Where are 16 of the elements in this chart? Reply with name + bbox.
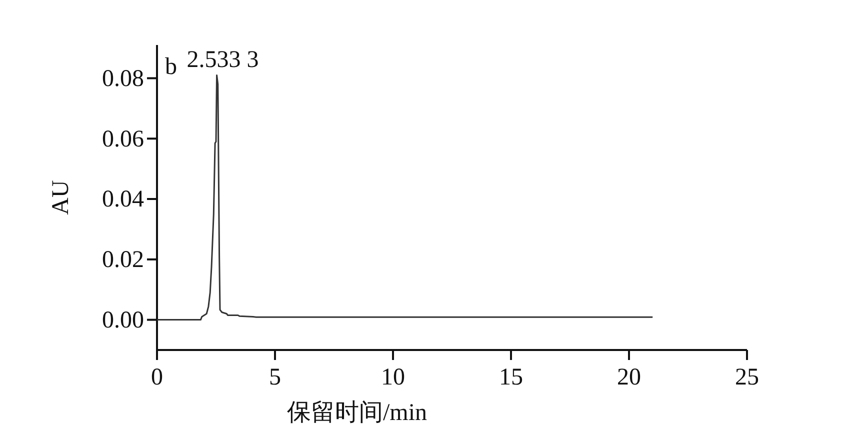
y-tick-label: 0.02 [102,247,144,274]
x-axis-title: 保留时间/min [286,400,428,426]
y-tick-label: 0.04 [102,186,144,213]
y-tick-label: 0.06 [102,126,144,152]
y-tick-label: 0.00 [102,307,144,334]
line-series [156,74,654,321]
y-axis-title: AU [48,180,74,215]
x-tick-label: 15 [499,364,523,391]
x-tick-label: 20 [617,364,641,391]
x-tick-label: 0 [151,364,163,391]
x-tick-label: 25 [735,364,759,391]
annotation: 2.533 3 [186,47,259,74]
x-tick-label: 5 [269,364,281,391]
y-tick-label: 0.08 [102,66,144,92]
x-tick-label: 10 [381,364,405,391]
annotation: b [165,54,177,80]
